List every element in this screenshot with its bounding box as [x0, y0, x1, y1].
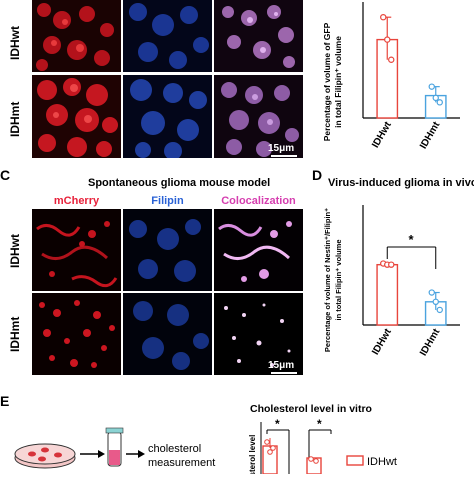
panelC-channel-filipin: Filipin: [151, 195, 184, 207]
panelC-scale-bar: [271, 372, 297, 374]
panelA-idhmt-coloc-texture: [214, 75, 303, 158]
panelC-idhmt-filipin-texture: [123, 293, 212, 375]
panelA-idhmt-mcherry-texture: [32, 75, 121, 158]
panelD-letter: D: [312, 167, 323, 183]
panelE-legend-swatch: [346, 455, 364, 466]
D-tick-IDHwt: IDHwt: [370, 326, 394, 357]
panelA-idhmt-mcherry-image: [32, 75, 121, 158]
panelC-idhmt-mcherry-texture: [32, 293, 121, 375]
panelB-ylabel-svg: Percentage of volume of GFP in total Fil…: [322, 22, 343, 141]
panelE-chart-svg: cholesterol level * * IDHwt: [248, 417, 397, 479]
panelA-idhmt-filipin-image: [123, 75, 212, 158]
panelA-idhmt-filipin-texture: [123, 75, 212, 158]
panelB-ylabel-line1: Percentage of volume of GFP: [322, 22, 332, 141]
panelD-ylabel: Percentage of volume of Nestin⁺/Filipin⁺…: [318, 195, 348, 365]
petri-dish-cells: [28, 447, 62, 462]
D-tick-IDHmt: IDHmt: [418, 326, 443, 358]
panelE-schematic-svg: cholesterol measurement: [14, 427, 215, 469]
panelA-idhwt-mcherry-image: [32, 0, 121, 72]
B-point-IDHwt-0: [380, 14, 387, 21]
B-point-IDHwt-1: [384, 36, 391, 43]
panelE-letter: E: [0, 393, 10, 409]
panelC-title: Spontaneous glioma mouse model: [88, 177, 271, 189]
panelE-bar-1-pt3: [267, 449, 273, 455]
panelD-title: Virus-induced glioma in vivo: [328, 177, 474, 189]
panelE-bar-2-pt2: [313, 458, 319, 464]
panelE-chart-title: Cholesterol level in vitro: [250, 403, 372, 415]
panelE-bar-1-pt2: [270, 445, 276, 451]
B-point-IDHmt-0: [428, 83, 435, 90]
panelA-rowlabel-idhmt: IDHmt: [8, 101, 22, 137]
panelB-ylabel-line2: in total Filipin⁺ volume: [333, 36, 343, 128]
panelC-idhwt-filipin-texture: [123, 209, 212, 291]
panelA-scale-bar: [271, 155, 297, 157]
panelE-flow-label-line1: cholesterol: [148, 443, 201, 455]
panelD-sig-star: *: [409, 232, 415, 247]
panelE-sig-2: *: [317, 417, 322, 431]
panelC-channel-coloc: Colocalization: [221, 195, 296, 207]
panelC-idhmt-coloc-image: [214, 293, 303, 375]
panelD-ylabel-svg: Percentage of volume of Nestin⁺/Filipin⁺…: [323, 208, 343, 352]
panelC-channel-mcherry: mCherry: [53, 195, 100, 207]
panelC-idhwt-coloc-image: [214, 209, 303, 291]
tube-liquid: [109, 450, 120, 465]
panelA-idhwt-filipin-texture: [123, 0, 212, 72]
panelC-idhwt-filipin-image: [123, 209, 212, 291]
panelC-idhmt-filipin-image: [123, 293, 212, 375]
arrow-2-head: [138, 450, 145, 458]
panelC-idhwt-coloc-texture: [214, 209, 303, 291]
panelE-bar-1-pt1: [264, 439, 270, 445]
panelD-ylabel-line2: in total Filipin⁺ volume: [334, 239, 343, 320]
panelC-idhmt-mcherry-image: [32, 293, 121, 375]
panelA-idhwt-filipin-image: [123, 0, 212, 72]
panelC-rowlabel-idhwt: IDHwt: [8, 234, 22, 268]
D-point-IDHmt-0: [428, 289, 435, 296]
panelD-ylabel-line1: Percentage of volume of Nestin⁺/Filipin⁺: [323, 208, 332, 352]
panelA-idhwt-coloc-image: [214, 0, 303, 72]
panelB-chart: IDHwt IDHmt: [345, 0, 470, 160]
panelD-chart: IDHwt IDHmt *: [345, 195, 470, 380]
B-point-IDHmt-1: [432, 94, 439, 102]
D-point-IDHwt-2: [388, 261, 395, 268]
D-point-IDHmt-1: [432, 298, 439, 306]
B-point-IDHmt-2: [436, 99, 443, 106]
panelD-chart-svg: IDHwt IDHmt *: [362, 205, 460, 358]
panelE-ylabel: cholesterol level: [248, 435, 257, 474]
tube-cap: [105, 427, 124, 434]
panelC-letter: C: [0, 167, 11, 183]
panelA-scale-label: 15μm: [268, 143, 295, 154]
B-point-IDHwt-2: [388, 56, 395, 63]
panelE-chart: cholesterol level * * IDHwt: [245, 416, 474, 479]
panelC-idhmt-coloc-texture: [214, 293, 303, 375]
panelE-flow-label-line2: measurement: [148, 457, 215, 469]
panelC-idhwt-mcherry-texture: [32, 209, 121, 291]
B-tick-IDHmt: IDHmt: [418, 119, 443, 151]
panelB-ylabel: Percentage of volume of GFP in total Fil…: [318, 0, 348, 165]
panelE-bar-2-pt1: [308, 456, 314, 462]
panelC-idhwt-mcherry-image: [32, 209, 121, 291]
panelB-chart-svg: IDHwt IDHmt: [362, 2, 460, 151]
panelE-schematic: cholesterol measurement: [0, 410, 250, 474]
B-tick-IDHwt: IDHwt: [370, 119, 394, 150]
D-point-IDHmt-2: [436, 306, 443, 314]
petri-dish-rim: [14, 443, 76, 465]
panelC-rowlabel-idhmt: IDHmt: [8, 316, 22, 352]
D-bar-IDHwt: [376, 263, 399, 326]
panelA-rowlabel-idhwt: IDHwt: [8, 26, 22, 60]
panelC-scale-label: 15μm: [268, 360, 295, 371]
panelA-idhwt-mcherry-texture: [32, 0, 121, 72]
arrow-1-head: [98, 450, 105, 458]
panelA-idhwt-coloc-texture: [214, 0, 303, 72]
panelE-legend-label: IDHwt: [367, 456, 397, 468]
panelA-idhmt-coloc-image: [214, 75, 303, 158]
panelE-sig-1: *: [275, 417, 280, 431]
